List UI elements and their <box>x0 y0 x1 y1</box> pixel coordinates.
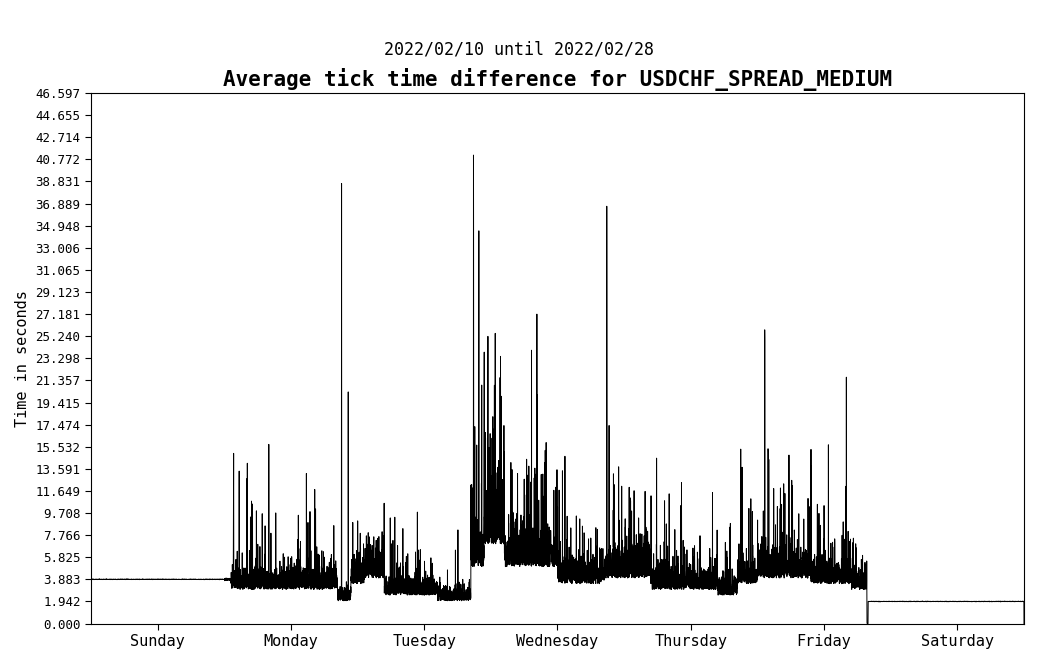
Text: 2022/02/10 until 2022/02/28: 2022/02/10 until 2022/02/28 <box>384 41 655 59</box>
Title: Average tick time difference for USDCHF_SPREAD_MEDIUM: Average tick time difference for USDCHF_… <box>223 68 893 91</box>
Y-axis label: Time in seconds: Time in seconds <box>15 290 30 427</box>
